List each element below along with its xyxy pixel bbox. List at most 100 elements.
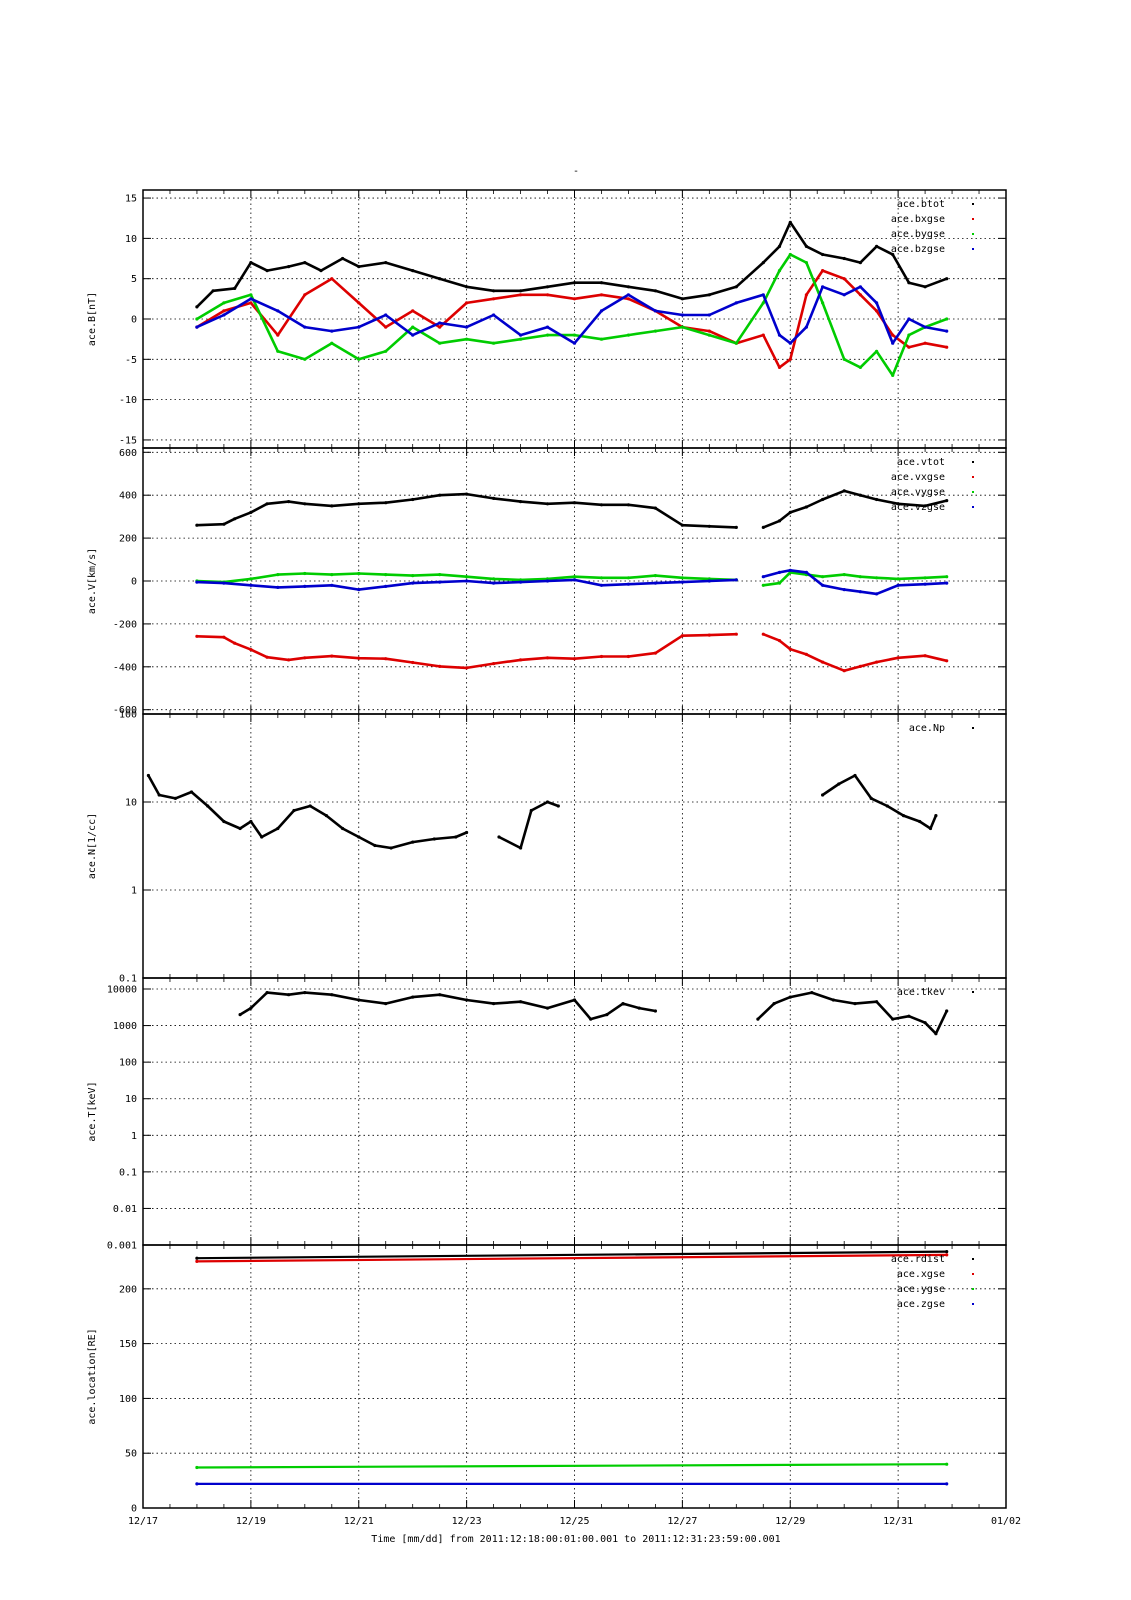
data-point [324,814,328,818]
y-tick-label: 0.1 [119,1167,137,1178]
x-tick-label: 12/23 [452,1516,482,1527]
legend-label: ace.bzgse [891,244,945,255]
data-point [384,584,388,589]
data-point [734,525,738,530]
data-point [653,506,658,510]
legend-marker [972,461,974,463]
data-point [303,325,307,329]
data-point [896,577,900,581]
data-point [492,577,496,581]
legend-label: ace.Np [909,723,945,734]
data-point [707,579,711,583]
data-point [572,297,577,301]
data-point [357,265,361,269]
data-point [945,499,949,503]
data-point [777,365,782,369]
data-point [761,333,765,337]
y-tick-label: -400 [113,662,137,673]
data-point [907,333,911,337]
y-tick-label: 100 [119,1394,137,1405]
data-point [923,325,927,329]
data-point [572,333,577,337]
data-point [529,808,533,813]
data-point [249,293,253,297]
data-point [384,325,388,329]
data-point [761,525,765,530]
data-point [761,293,765,297]
data-point [599,576,604,580]
series-group [238,991,949,1036]
y-tick-label: 100 [119,710,137,721]
data-point [858,261,863,265]
data-point [330,654,334,658]
data-point [195,1256,199,1260]
data-point [249,583,253,587]
data-point [875,244,879,248]
data-point [357,571,361,576]
data-point [891,333,895,337]
legend-label: ace.bxgse [891,214,945,225]
data-point [734,632,738,636]
data-point [707,313,711,317]
data-point [519,293,523,297]
data-point [438,325,442,329]
data-point [918,819,922,824]
data-point [945,1482,949,1486]
data-point [384,349,388,353]
y-tick-label: -600 [113,705,137,716]
data-point [384,261,388,265]
data-point [777,639,782,643]
data-point [222,313,226,317]
data-point [411,309,415,313]
data-point [842,277,846,281]
data-point [545,325,550,329]
data-point [653,1009,658,1013]
data-point [195,1465,199,1470]
data-point [238,1013,242,1017]
data-point [265,502,269,506]
data-point [626,576,631,580]
data-point [923,285,927,289]
data-point [330,993,334,997]
data-point [157,793,161,797]
data-point [222,819,226,824]
data-point [858,664,863,669]
data-point [195,1482,199,1486]
data-point [842,357,846,361]
data-point [465,301,469,305]
data-point [545,1006,550,1010]
data-point [438,321,442,325]
y-tick-label: 200 [119,1284,137,1295]
y-tick-label: 0.1 [119,974,137,985]
legend-marker [972,233,974,235]
data-point [411,497,415,502]
data-point [680,325,685,329]
data-point [680,580,685,584]
data-point [249,577,253,581]
data-point [842,669,846,673]
data-point [519,337,523,341]
data-point [707,333,711,337]
data-point [875,301,879,305]
legend-marker [972,476,974,478]
y-tick-label: -5 [125,355,137,366]
data-point [680,297,685,301]
data-point [907,281,911,285]
legend-marker [972,1258,974,1260]
y-axis-label: ace.N[1/cc] [87,813,98,879]
data-point [249,1006,253,1010]
data-point [572,341,577,345]
data-point [842,256,846,261]
data-point [276,826,280,831]
data-point [384,313,388,317]
y-tick-label: 200 [119,534,137,545]
data-point [788,341,792,345]
data-point [788,252,792,257]
data-point [545,333,550,337]
data-point [497,835,501,839]
legend-label: ace.tkev [897,987,945,998]
data-point [599,309,604,313]
legend-label: ace.vxgse [891,472,945,483]
